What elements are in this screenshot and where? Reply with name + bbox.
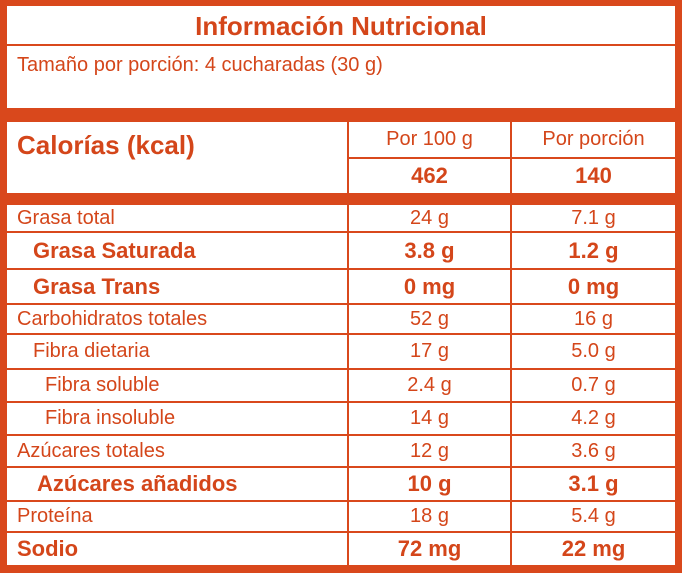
value-per-100g: 52 g (349, 305, 510, 333)
nutrient-row: Azúcares totales 12 g 3.6 g (7, 436, 675, 466)
nutrient-row: Fibra dietaria 17 g 5.0 g (7, 335, 675, 368)
nutrient-row: Fibra insoluble 14 g 4.2 g (7, 403, 675, 434)
nutrient-label: Proteína (7, 502, 347, 531)
column-header: Por porción (512, 122, 675, 157)
nutrient-label: Fibra dietaria (7, 335, 347, 368)
value-per-serving: 16 g (512, 305, 675, 333)
value-per-serving: 5.4 g (512, 502, 675, 531)
value-per-100g: 12 g (349, 436, 510, 466)
nutrient-row: Sodio 72 mg 22 mg (7, 533, 675, 565)
nutrient-row: Azúcares añadidos 10 g 3.1 g (7, 468, 675, 500)
nutrient-label: Fibra soluble (7, 370, 347, 401)
value-per-100g: 10 g (349, 468, 510, 500)
value-per-serving: 22 mg (512, 533, 675, 565)
value-per-100g: 72 mg (349, 533, 510, 565)
value-per-100g: 0 mg (349, 270, 510, 303)
nutrient-row: Grasa Trans 0 mg 0 mg (7, 270, 675, 303)
column: Por porción 140 (512, 122, 675, 193)
nutrient-row: Grasa total 24 g 7.1 g (7, 205, 675, 231)
value-per-serving: 0 mg (512, 270, 675, 303)
nutrient-label: Sodio (7, 533, 347, 565)
calories-value: 140 (512, 158, 675, 193)
nutrient-label: Azúcares totales (7, 436, 347, 466)
nutrient-row: Carbohidratos totales 52 g 16 g (7, 305, 675, 333)
column: Por 100 g 462 (349, 122, 510, 193)
value-per-100g: 14 g (349, 403, 510, 434)
value-per-100g: 2.4 g (349, 370, 510, 401)
nutrient-label: Azúcares añadidos (7, 468, 347, 500)
nutrient-row: Fibra soluble 2.4 g 0.7 g (7, 370, 675, 401)
nutrient-row: Proteína 18 g 5.4 g (7, 502, 675, 531)
calories-label: Calorías (kcal) (7, 122, 347, 193)
nutrient-label: Grasa Saturada (7, 233, 347, 268)
calories: Calorías (kcal) Por 100 g 462 Por porció… (7, 122, 675, 193)
nutrient-label: Grasa Trans (7, 270, 347, 303)
value-per-serving: 7.1 g (512, 205, 675, 231)
value-per-serving: 5.0 g (512, 335, 675, 368)
value-per-100g: 18 g (349, 502, 510, 531)
value-per-serving: 3.6 g (512, 436, 675, 466)
nutrient-row: Grasa Saturada 3.8 g 1.2 g (7, 233, 675, 268)
title: Información Nutricional (7, 6, 675, 44)
value-per-100g: 3.8 g (349, 233, 510, 268)
value-per-serving: 0.7 g (512, 370, 675, 401)
value-per-serving: 4.2 g (512, 403, 675, 434)
value-per-100g: 24 g (349, 205, 510, 231)
nutrient-label: Carbohidratos totales (7, 305, 347, 333)
value-per-100g: 17 g (349, 335, 510, 368)
column-header: Por 100 g (349, 122, 510, 157)
value-per-serving: 3.1 g (512, 468, 675, 500)
value-per-serving: 1.2 g (512, 233, 675, 268)
nutrient-label: Grasa total (7, 205, 347, 231)
serving-size: Tamaño por porción: 4 cucharadas (30 g) (7, 46, 675, 108)
calories-value: 462 (349, 158, 510, 193)
nutrient-label: Fibra insoluble (7, 403, 347, 434)
